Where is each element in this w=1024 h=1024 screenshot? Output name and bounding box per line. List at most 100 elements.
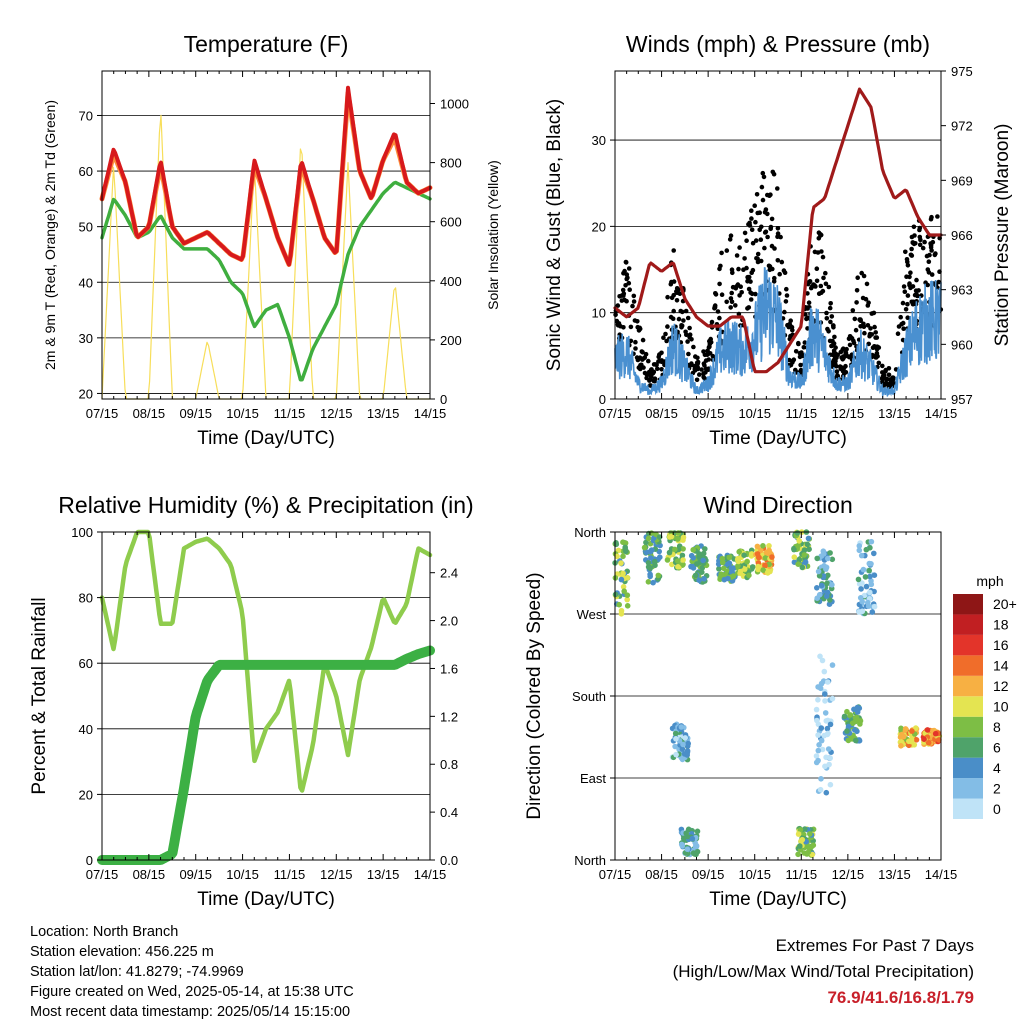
direction-point [796, 556, 802, 563]
y2-tick-label: 200 [440, 333, 462, 348]
direction-point [690, 565, 697, 571]
direction-point [936, 737, 942, 743]
gust-point [760, 170, 766, 176]
direction-point [802, 826, 808, 832]
gust-point [753, 291, 758, 297]
gust-point [775, 226, 781, 231]
direction-point [867, 573, 873, 580]
direction-point [645, 535, 652, 542]
direction-point [825, 679, 831, 685]
direction-point [684, 846, 691, 852]
direction-point [827, 781, 834, 788]
panel-title: Winds (mph) & Pressure (mb) [626, 31, 930, 57]
gust-point [909, 234, 915, 240]
direction-point [618, 611, 625, 617]
gust-point [671, 308, 676, 314]
gust-point [754, 192, 760, 197]
gust-point [824, 310, 829, 316]
y-axis-label: Direction (Colored By Speed) [524, 572, 545, 819]
x-tick-label: 12/15 [832, 867, 865, 882]
direction-point [620, 539, 626, 545]
direction-point [795, 561, 801, 567]
direction-point [824, 731, 831, 738]
gust-point [824, 316, 830, 321]
direction-point [647, 549, 653, 555]
direction-point [696, 577, 702, 583]
gust-point [905, 263, 911, 268]
direction-point [818, 737, 825, 744]
y-tick-label: 30 [592, 133, 606, 148]
y-axis-label: 2m & 9m T (Red, Orange) & 2m Td (Green) [42, 100, 58, 370]
gust-point [865, 323, 871, 328]
gust-point [925, 267, 931, 272]
gust-point [805, 315, 811, 321]
gust-point [765, 192, 770, 198]
direction-point [813, 706, 820, 713]
gust-point [819, 290, 824, 296]
gust-point [705, 351, 711, 357]
gust-point [854, 288, 860, 293]
gust-point [749, 208, 754, 213]
direction-point [693, 843, 700, 850]
x-tick-label: 10/15 [738, 867, 771, 882]
direction-point [801, 552, 808, 558]
gust-point [872, 344, 877, 349]
gust-point [775, 186, 780, 191]
gust-point [681, 318, 686, 323]
gust-point [855, 275, 860, 281]
gust-point [709, 319, 715, 325]
x-tick-label: 09/15 [179, 406, 212, 421]
gust-point [671, 248, 676, 253]
direction-point [829, 556, 836, 563]
direction-point [748, 551, 755, 557]
direction-point [647, 573, 653, 580]
gust-point [626, 280, 632, 286]
y2-tick-label: 1.6 [440, 661, 458, 676]
colorbar-label: mph [976, 573, 1003, 589]
extremes-panel: Extremes For Past 7 Days (High/Low/Max W… [673, 933, 974, 1011]
gust-point [831, 342, 836, 347]
direction-point [906, 738, 912, 745]
y-tick-label: 80 [79, 591, 93, 606]
location-text: Location: North Branch [30, 924, 179, 940]
gust-point [628, 324, 634, 330]
gust-point [872, 324, 877, 330]
gust-point [818, 283, 824, 289]
gust-point [808, 285, 814, 291]
direction-point [699, 565, 706, 571]
gust-point [707, 344, 712, 350]
direction-point [814, 717, 820, 724]
gust-point [928, 216, 934, 222]
y-tick-label: 70 [79, 108, 93, 123]
gust-point [729, 290, 734, 296]
direction-point [817, 653, 823, 660]
gust-point [911, 224, 917, 230]
gust-point [830, 361, 836, 367]
y-tick-label: 20 [79, 386, 93, 401]
direction-point [818, 680, 825, 687]
gust-point [665, 324, 670, 329]
colorbar-tick-label: 12 [993, 678, 1009, 694]
direction-point [624, 574, 631, 581]
created-text: Figure created on Wed, 2025-05-14, at 15… [30, 984, 354, 1000]
series-total-rainfall [97, 645, 435, 865]
direction-point [865, 599, 871, 606]
gust-point [917, 242, 923, 248]
direction-point [871, 603, 878, 610]
x-tick-label: 13/15 [367, 406, 400, 421]
gust-point [674, 298, 680, 303]
gust-point [844, 353, 849, 358]
gust-point [916, 288, 921, 293]
latlon-text: Station lat/lon: 41.8279; -74.9969 [30, 964, 244, 980]
direction-point [613, 540, 619, 546]
gust-point [631, 299, 637, 304]
gust-point [908, 270, 913, 276]
gust-point [685, 315, 691, 321]
gust-point [823, 270, 828, 276]
direction-point [802, 559, 809, 565]
direction-point [621, 588, 627, 594]
direction-point [818, 776, 824, 782]
gust-point [833, 355, 838, 361]
direction-point [859, 608, 866, 615]
gust-point [755, 256, 760, 262]
